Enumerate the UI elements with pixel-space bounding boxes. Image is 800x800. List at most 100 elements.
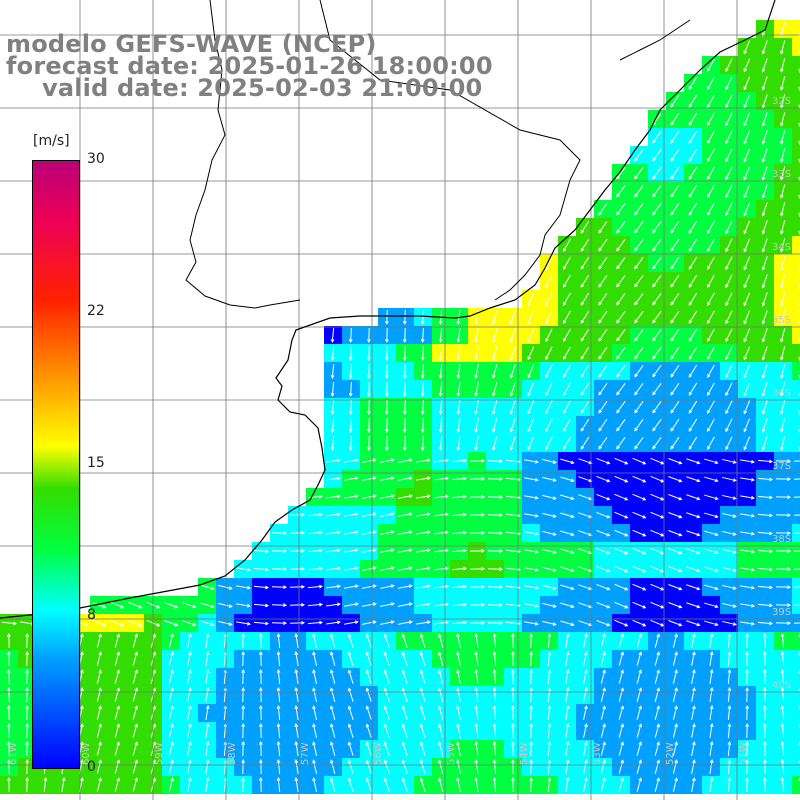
wind-arrow	[745, 740, 750, 757]
wind-arrow	[545, 418, 553, 433]
wind-arrow	[312, 651, 318, 666]
wind-arrow	[618, 687, 625, 702]
wind-arrow	[725, 382, 733, 397]
wind-arrow	[241, 776, 246, 793]
wind-arrow	[652, 419, 662, 432]
wind-arrow	[545, 400, 553, 415]
wind-arrow	[634, 275, 644, 288]
wind-arrow	[740, 567, 755, 572]
wind-arrow	[132, 687, 139, 702]
wind-arrow	[365, 777, 372, 792]
wind-arrow	[312, 759, 318, 774]
wind-arrow	[580, 328, 590, 342]
wind-arrow	[168, 723, 174, 738]
wind-arrow	[688, 346, 698, 360]
wind-arrow	[652, 275, 662, 288]
wind-arrow	[547, 741, 552, 757]
wind-cell	[792, 416, 800, 434]
wind-arrow	[329, 777, 336, 792]
wind-arrow	[92, 601, 107, 609]
wind-arrow	[492, 650, 497, 667]
wind-arrow	[276, 740, 281, 757]
wind-arrow	[419, 633, 426, 648]
wind-arrow	[743, 112, 751, 127]
wind-arrow	[654, 741, 661, 756]
wind-arrow	[402, 435, 407, 452]
wind-arrow	[276, 650, 281, 667]
wind-arrow	[61, 777, 66, 792]
wind-arrow	[469, 531, 486, 535]
wind-arrow	[580, 436, 590, 450]
wind-arrow	[668, 494, 683, 501]
wind-arrow	[761, 184, 768, 199]
wind-arrow	[258, 686, 263, 703]
wind-arrow	[562, 436, 571, 450]
wind-arrow	[491, 400, 498, 415]
wind-arrow	[329, 669, 336, 684]
wind-arrow	[686, 476, 701, 483]
wind-arrow	[740, 531, 755, 536]
wind-arrow	[524, 513, 539, 518]
wind-arrow	[632, 565, 647, 573]
wind-arrow	[598, 364, 608, 378]
wind-arrow	[164, 620, 179, 627]
wind-arrow	[780, 256, 786, 271]
wind-arrow	[762, 668, 767, 685]
wind-arrow	[761, 400, 768, 415]
wind-arrow	[451, 494, 468, 499]
wind-arrow	[205, 669, 210, 684]
colorbar-tick-0: 0	[87, 759, 96, 775]
wind-cell	[792, 182, 800, 200]
wind-arrow	[761, 256, 768, 271]
wind-arrow	[509, 436, 516, 451]
wind-arrow	[688, 310, 698, 324]
wind-arrow	[634, 257, 644, 270]
wind-arrow	[707, 292, 715, 307]
wind-cell	[792, 164, 800, 182]
wind-arrow	[419, 777, 426, 792]
wind-arrow	[529, 686, 534, 703]
wind-arrow	[438, 417, 443, 434]
wind-arrow	[583, 633, 588, 648]
wind-arrow	[474, 633, 479, 648]
wind-arrow	[688, 364, 698, 378]
wind-arrow	[362, 494, 377, 499]
wind-arrow	[743, 382, 751, 397]
wind-arrow	[707, 310, 715, 325]
wind-arrow	[276, 704, 281, 721]
wind-arrow	[745, 722, 750, 739]
wind-arrow	[312, 687, 318, 702]
wind-arrow	[25, 668, 30, 685]
wind-arrow	[780, 436, 786, 451]
wind-arrow	[474, 382, 479, 397]
wind-arrow	[365, 651, 372, 666]
wind-arrow	[618, 777, 625, 792]
wind-arrow	[6, 650, 11, 667]
wind-arrow	[474, 777, 479, 792]
wind-arrow	[398, 620, 413, 625]
wind-arrow	[258, 758, 263, 775]
wind-arrow	[725, 76, 733, 91]
wind-arrow	[562, 274, 571, 288]
wind-arrow	[114, 651, 121, 666]
wind-arrow	[200, 584, 215, 591]
wind-arrow	[294, 687, 299, 702]
wind-arrow	[775, 531, 792, 535]
wind-arrow	[707, 184, 715, 199]
wind-arrow	[289, 620, 306, 625]
wind-arrow	[509, 328, 516, 343]
wind-arrow	[289, 584, 306, 589]
wind-arrow	[347, 777, 354, 792]
wind-arrow	[775, 549, 792, 553]
coastline	[0, 0, 776, 619]
wind-arrow	[578, 584, 593, 591]
wind-arrow	[366, 399, 371, 416]
wind-arrow	[132, 759, 139, 774]
wind-arrow	[451, 458, 468, 463]
wind-arrow	[780, 740, 785, 757]
wind-arrow	[670, 346, 680, 360]
wind-arrow	[96, 705, 102, 720]
wind-arrow	[793, 550, 800, 552]
wind-speed-field	[0, 20, 800, 794]
wind-arrow	[743, 58, 751, 73]
